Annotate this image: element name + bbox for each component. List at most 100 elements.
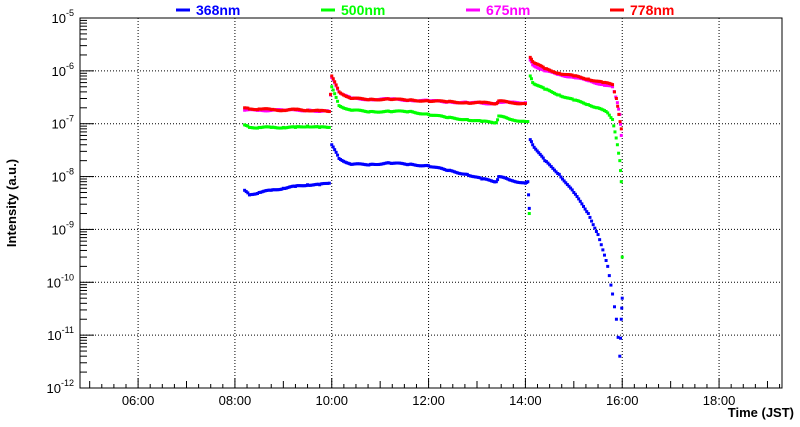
trace-point <box>425 99 429 103</box>
trace-point <box>389 110 393 114</box>
trace-point <box>467 118 471 122</box>
trace-point <box>343 107 347 111</box>
trace-point <box>263 189 267 193</box>
trace-point <box>520 119 524 123</box>
trace-point <box>321 182 325 186</box>
trace-point <box>423 112 427 116</box>
trace-point <box>506 177 510 181</box>
data-point <box>523 102 527 106</box>
trace-point <box>431 165 435 169</box>
data-point <box>618 354 622 358</box>
trace-point <box>472 175 476 179</box>
trace-point <box>417 99 421 103</box>
trace-point <box>399 97 403 101</box>
trace-point <box>506 116 510 120</box>
trace-point <box>386 161 390 165</box>
trace-point <box>296 184 300 188</box>
trace-point <box>359 96 363 100</box>
trace-point <box>612 124 616 128</box>
trace-point <box>380 162 384 166</box>
trace-point <box>582 76 585 80</box>
trace-point <box>534 83 538 87</box>
data-point <box>596 106 600 110</box>
trace-point <box>593 105 597 109</box>
trace-point <box>618 120 622 124</box>
data-point <box>465 172 469 176</box>
data-point <box>606 264 610 268</box>
trace-point <box>286 186 290 190</box>
trace-point <box>472 101 476 105</box>
data-point <box>619 127 623 131</box>
trace-point <box>569 73 573 77</box>
data-point <box>446 116 450 120</box>
data-point <box>528 55 532 59</box>
trace-point <box>414 99 418 103</box>
trace-point <box>414 163 418 167</box>
trace-point <box>428 100 432 104</box>
data-point <box>494 121 498 125</box>
trace-point <box>386 109 390 113</box>
trace-point <box>619 336 623 340</box>
trace-point <box>496 118 500 122</box>
data-point <box>306 124 310 128</box>
trace-point <box>565 183 569 187</box>
trace-point <box>475 119 479 123</box>
trace-point <box>292 107 296 111</box>
trace-point <box>299 125 303 129</box>
trace-point <box>414 111 418 115</box>
trace-point <box>415 99 419 103</box>
trace-point <box>451 169 455 173</box>
data-point <box>243 123 247 127</box>
trace-point <box>336 86 340 90</box>
trace-point <box>483 119 487 123</box>
trace-point <box>596 79 600 83</box>
trace-point <box>583 207 587 211</box>
data-point <box>497 114 501 118</box>
trace-point <box>559 72 563 76</box>
trace-point <box>377 162 381 166</box>
x-tick-label: 18:00 <box>703 393 736 408</box>
data-point <box>446 169 450 173</box>
trace-point <box>564 72 568 76</box>
trace-point <box>268 188 272 192</box>
trace-point <box>315 125 319 129</box>
trace-point <box>430 99 434 103</box>
data-point <box>543 87 547 91</box>
trace-point <box>507 100 511 104</box>
trace-point <box>460 172 464 176</box>
trace-point <box>449 115 453 119</box>
trace-point <box>460 101 464 105</box>
data-point <box>509 118 513 122</box>
trace-point <box>477 175 481 179</box>
trace-point <box>378 162 382 166</box>
trace-point <box>246 124 250 128</box>
trace-point <box>287 125 291 129</box>
trace-point <box>570 97 574 101</box>
trace-point <box>490 101 494 105</box>
trace-point <box>599 243 603 247</box>
trace-point <box>599 107 603 111</box>
data-point <box>349 108 353 112</box>
trace-point <box>585 77 589 81</box>
trace-point <box>470 101 474 105</box>
data-point <box>601 83 605 87</box>
data-point <box>368 162 372 166</box>
trace-point <box>503 99 507 103</box>
data-point <box>327 110 331 114</box>
trace-point <box>425 112 429 116</box>
trace-point <box>591 79 595 83</box>
trace-point <box>303 184 307 188</box>
data-point <box>243 106 247 110</box>
trace-point <box>596 82 600 86</box>
data-point <box>465 118 469 122</box>
trace-point <box>372 162 376 166</box>
trace-point <box>343 94 347 98</box>
data-point <box>572 98 576 102</box>
x-tick-label: 14:00 <box>509 393 542 408</box>
trace-point <box>274 126 278 130</box>
trace-point <box>590 104 594 108</box>
trace-point <box>375 110 379 114</box>
trace-point <box>507 178 511 182</box>
data-point <box>330 74 334 78</box>
trace-point <box>609 82 613 86</box>
